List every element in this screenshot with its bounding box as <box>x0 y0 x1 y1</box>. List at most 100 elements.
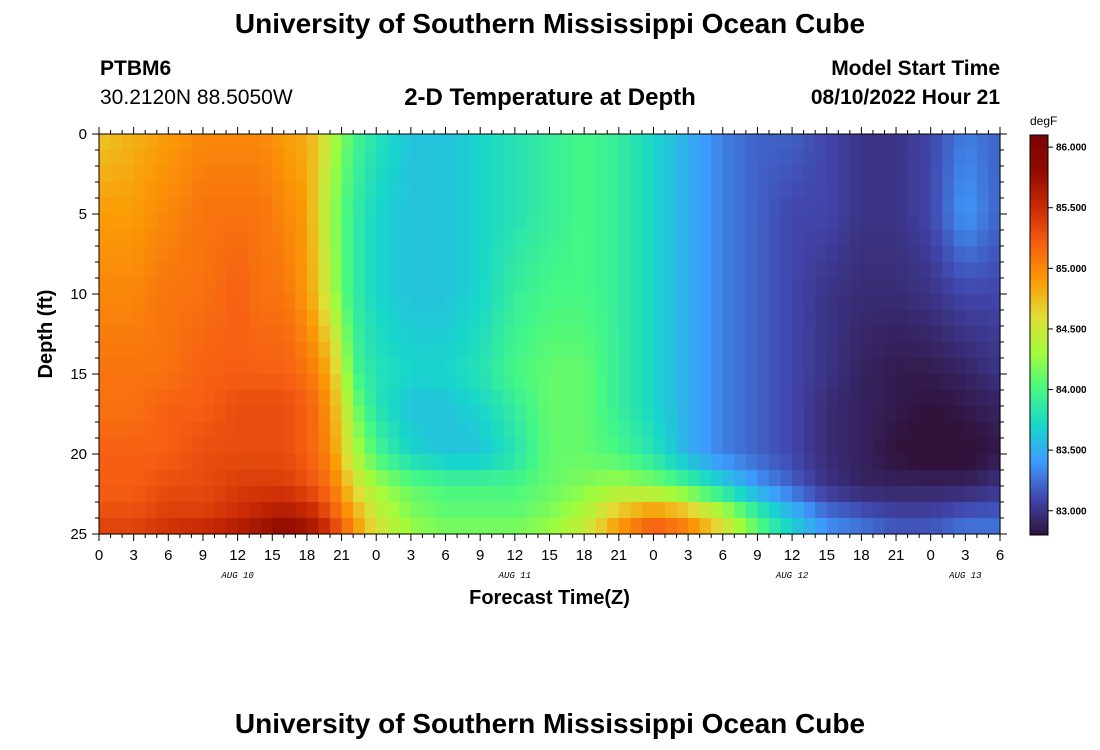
heatmap-cell <box>745 518 759 535</box>
heatmap-cell <box>364 310 377 327</box>
heatmap-cell <box>341 422 354 439</box>
heatmap-cell <box>965 406 978 423</box>
heatmap-cell <box>537 422 551 439</box>
heatmap-cell <box>237 502 250 519</box>
heatmap-cell <box>584 326 597 343</box>
heatmap-cell <box>422 166 435 183</box>
heatmap-cell <box>942 374 955 391</box>
heatmap-cell <box>410 390 424 407</box>
heatmap-cell <box>468 342 481 359</box>
heatmap-cell <box>803 422 816 439</box>
heatmap-cell <box>838 262 851 279</box>
heatmap-cell <box>110 198 123 215</box>
heatmap-cell <box>884 230 897 247</box>
heatmap-cell <box>179 454 193 471</box>
heatmap-cell <box>237 470 250 487</box>
heatmap-cell <box>272 326 285 343</box>
heatmap-cell <box>341 230 354 247</box>
heatmap-cell <box>792 278 805 295</box>
heatmap-cell <box>330 502 343 519</box>
heatmap-cell <box>688 486 701 503</box>
heatmap-cell <box>607 310 620 327</box>
heatmap-cell <box>745 166 759 183</box>
heatmap-cell <box>457 454 470 471</box>
heatmap-cell <box>468 262 481 279</box>
heatmap-cell <box>283 502 296 519</box>
heatmap-cell <box>722 438 735 455</box>
heatmap-cell <box>572 374 585 391</box>
heatmap-cell <box>202 326 216 343</box>
heatmap-cell <box>122 374 135 391</box>
colorbar-tick-label: 83.000 <box>1056 506 1087 517</box>
heatmap-cell <box>468 470 481 487</box>
heatmap-cell <box>861 230 874 247</box>
heatmap-cell <box>226 486 239 503</box>
heatmap-cell <box>861 182 874 199</box>
heatmap-cell <box>665 518 678 535</box>
heatmap-cell <box>214 374 227 391</box>
heatmap-cell <box>930 310 943 327</box>
heatmap-cell <box>768 294 782 311</box>
heatmap-cell <box>815 230 828 247</box>
heatmap-cell <box>341 470 354 487</box>
heatmap-cell <box>422 134 435 151</box>
heatmap-cell <box>745 246 759 263</box>
colorbar-tick-label: 85.000 <box>1056 264 1087 275</box>
heatmap-cell <box>422 438 435 455</box>
heatmap-cell <box>168 502 181 519</box>
heatmap-cell <box>780 422 793 439</box>
heatmap-cell <box>688 518 701 535</box>
heatmap-cell <box>826 374 839 391</box>
heatmap-cell <box>237 134 250 151</box>
heatmap-cell <box>826 470 839 487</box>
heatmap-cell <box>838 150 851 167</box>
heatmap-cell <box>99 454 112 471</box>
heatmap-cell <box>353 390 366 407</box>
heatmap-cell <box>699 278 712 295</box>
heatmap-cell <box>376 198 389 215</box>
heatmap-cell <box>260 230 273 247</box>
heatmap-cell <box>572 454 585 471</box>
heatmap-cell <box>376 454 389 471</box>
heatmap-cell <box>272 246 285 263</box>
heatmap-cell <box>907 502 920 519</box>
heatmap-cell <box>815 150 828 167</box>
heatmap-cell <box>965 502 978 519</box>
heatmap-cell <box>849 150 862 167</box>
heatmap-cell <box>226 454 239 471</box>
heatmap-cell <box>872 358 886 375</box>
heatmap-cell <box>353 230 366 247</box>
heatmap-cell <box>503 374 516 391</box>
heatmap-cell <box>699 214 712 231</box>
heatmap-cell <box>849 166 862 183</box>
heatmap-cell <box>815 198 828 215</box>
heatmap-cell <box>214 390 227 407</box>
heatmap-cell <box>896 166 909 183</box>
heatmap-cell <box>618 454 631 471</box>
heatmap-cell <box>283 134 296 151</box>
heatmap-cell <box>849 278 862 295</box>
heatmap-cell <box>145 150 158 167</box>
heatmap-cell <box>179 518 193 535</box>
heatmap-cell <box>399 278 412 295</box>
heatmap-cell <box>306 182 320 199</box>
heatmap-cell <box>295 262 308 279</box>
heatmap-cell <box>653 310 666 327</box>
heatmap-cell <box>110 182 123 199</box>
heatmap-cell <box>722 486 735 503</box>
heatmap-cell <box>226 230 239 247</box>
heatmap-cell <box>907 294 920 311</box>
heatmap-cell <box>988 374 1001 391</box>
heatmap-cell <box>607 502 620 519</box>
heatmap-cell <box>133 454 146 471</box>
heatmap-cell <box>641 358 655 375</box>
x-tick-label: 15 <box>264 547 281 564</box>
heatmap-cell <box>399 502 412 519</box>
heatmap-cell <box>722 406 735 423</box>
heatmap-cell <box>537 406 551 423</box>
heatmap-cell <box>318 486 331 503</box>
heatmap-cell <box>838 134 851 151</box>
heatmap-cell <box>838 374 851 391</box>
heatmap-cell <box>491 278 504 295</box>
heatmap-cell <box>861 486 874 503</box>
